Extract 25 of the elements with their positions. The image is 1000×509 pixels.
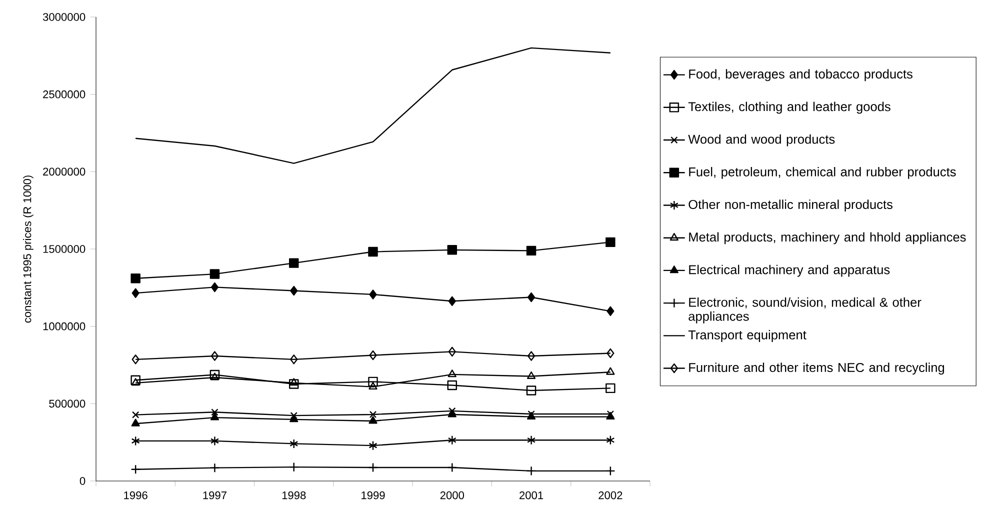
legend-label: Furniture and other items NEC and recycling: [689, 362, 944, 375]
legend-label: Fuel, petroleum, chemical and rubber products: [689, 167, 956, 179]
y-tick-label: 2000000: [43, 168, 86, 176]
legend-label: Textiles, clothing and leather goods: [688, 102, 890, 114]
x-tick-label: 2002: [598, 491, 622, 500]
y-tick-label: 500000: [49, 400, 86, 408]
x-tick-label: 2001: [520, 491, 544, 500]
x-tick-label: 1996: [124, 491, 148, 500]
x-tick-label: 1997: [203, 491, 226, 500]
legend-label: Transport equipment: [688, 330, 806, 342]
x-tick-label: 1998: [282, 491, 306, 500]
y-tick-label: 3000000: [42, 13, 86, 21]
legend-label: Metal products, machinery and hhold appliances: [689, 232, 966, 244]
y-tick-label: 1000000: [43, 322, 86, 330]
legend-label: Electronic, sound/vision, medical & other appliances: [688, 297, 922, 324]
legend-label: Food, beverages and tobacco products: [689, 69, 912, 82]
legend-label: Other non-metallic mineral products: [688, 200, 892, 212]
legend-label: Wood and wood products: [688, 134, 835, 146]
y-tick-label: 1500000: [43, 245, 86, 253]
y-axis-title: constant 1995 prices (R 1000): [23, 176, 34, 323]
x-tick-label: 2000: [440, 491, 464, 500]
legend-label: Electrical machinery and apparatus: [689, 264, 890, 277]
y-tick-label: 0: [80, 477, 86, 485]
x-tick-label: 1999: [362, 491, 385, 500]
y-tick-label: 2500000: [43, 90, 86, 98]
